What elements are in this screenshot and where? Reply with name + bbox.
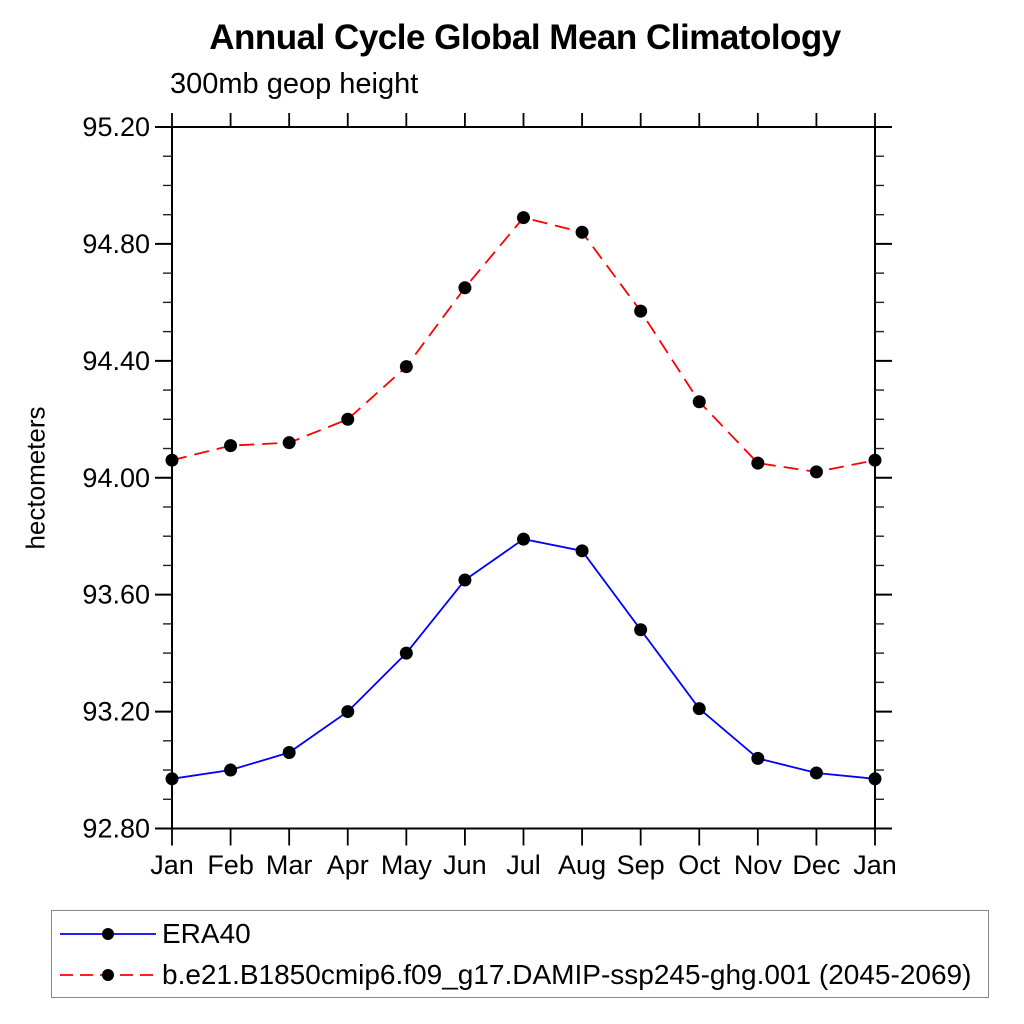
legend-line-sample-model <box>60 968 156 981</box>
chart-title: Annual Cycle Global Mean Climatology <box>209 18 841 57</box>
data-point <box>165 453 179 467</box>
x-tick-label: Feb <box>207 850 254 880</box>
y-tick-label: 94.00 <box>82 463 150 493</box>
data-point <box>809 766 823 780</box>
x-tick-label: Oct <box>678 850 721 880</box>
x-tick-label: Jan <box>150 850 194 880</box>
legend: ERA40 b.e21.B1850cmip6.f09_g17.DAMIP-ssp… <box>51 910 989 998</box>
legend-marker-dot <box>102 968 114 981</box>
y-tick-label: 92.80 <box>82 814 150 844</box>
data-point <box>517 532 530 546</box>
chart-subtitle: 300mb geop height <box>170 68 419 100</box>
data-point <box>282 746 296 760</box>
data-point <box>575 225 589 239</box>
data-point <box>575 544 589 558</box>
x-tick-label: Jan <box>853 850 897 880</box>
data-point <box>692 395 706 409</box>
data-point <box>399 360 413 374</box>
data-point <box>399 646 413 660</box>
data-point <box>868 453 882 467</box>
legend-label-era40: ERA40 <box>162 917 251 949</box>
legend-label-model: b.e21.B1850cmip6.f09_g17.DAMIP-ssp245-gh… <box>162 958 972 990</box>
data-point <box>868 772 882 786</box>
model-line <box>171 216 876 473</box>
y-tick-label: 94.40 <box>82 346 150 376</box>
data-point <box>224 763 238 777</box>
x-tick-label: Jul <box>506 850 541 880</box>
era40-line <box>171 538 876 780</box>
x-tick-label: Apr <box>327 850 369 880</box>
y-tick-label: 93.60 <box>82 580 150 610</box>
data-point <box>458 281 472 295</box>
legend-item-era40: ERA40 <box>52 913 988 954</box>
x-tick-label: Nov <box>734 850 783 880</box>
x-tick-label: Aug <box>558 850 606 880</box>
x-tick-label: Mar <box>266 850 313 880</box>
data-point <box>751 751 765 765</box>
x-tick-label: May <box>381 850 433 880</box>
data-point <box>341 705 355 719</box>
data-point <box>809 465 823 479</box>
data-point <box>165 772 179 786</box>
y-tick-label: 93.20 <box>82 697 150 727</box>
data-point <box>517 211 530 225</box>
x-tick-label: Sep <box>617 850 665 880</box>
data-point <box>458 573 472 587</box>
data-point <box>634 623 648 637</box>
plot-frame <box>171 126 876 830</box>
data-point <box>282 436 296 450</box>
x-tick-label: Jun <box>443 850 487 880</box>
data-point <box>751 456 765 470</box>
legend-line-sample-era40 <box>60 927 156 940</box>
data-point <box>341 412 355 426</box>
y-tick-label: 94.80 <box>82 229 150 259</box>
x-tick-label: Dec <box>792 850 840 880</box>
y-tick-label: 95.20 <box>82 112 150 142</box>
legend-marker-dot <box>102 927 114 940</box>
legend-item-model: b.e21.B1850cmip6.f09_g17.DAMIP-ssp245-gh… <box>52 954 988 995</box>
data-point <box>224 439 238 453</box>
data-point <box>634 304 648 318</box>
data-point <box>692 702 706 716</box>
